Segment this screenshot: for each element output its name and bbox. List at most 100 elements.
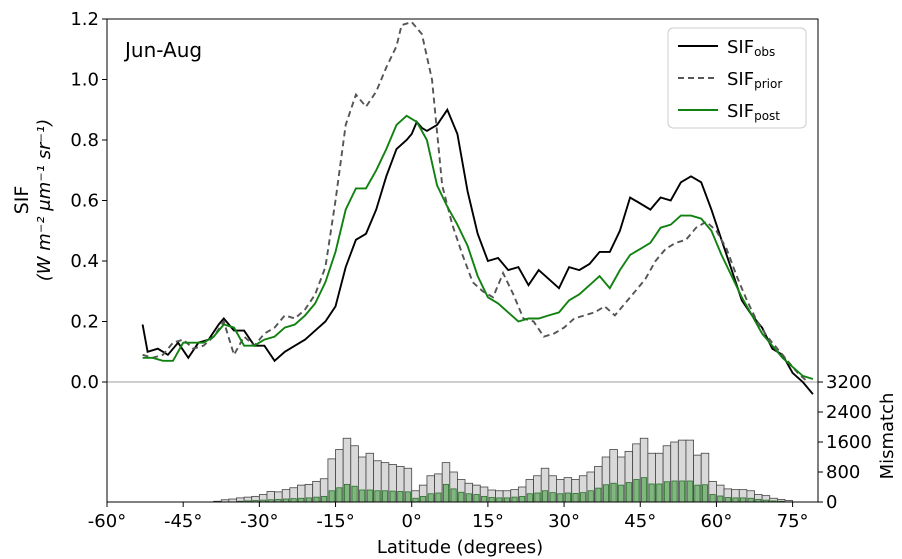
legend-box [667,27,807,129]
legend-entry-post: SIFpost [678,101,780,123]
mismatch-tick-label: 3200 [826,372,872,393]
x-tick-label: 45° [624,511,656,532]
histogram-bar [732,497,739,503]
mismatch-tick-label: 0 [826,492,837,513]
histogram-bar [549,492,556,503]
histogram-bar [496,497,503,503]
histogram-bar [671,480,678,503]
season-annotation: Jun-Aug [123,38,202,62]
histogram-bar [321,495,328,503]
histogram-bar [313,496,320,503]
histogram-bar [679,480,686,503]
legend-sub-prior: prior [754,77,782,91]
histogram-bar [610,482,617,503]
mismatch-tick-label: 2400 [826,402,872,423]
legend-entry-obs: SIFobs [678,37,775,59]
x-tick-label: 30° [548,511,580,532]
y-axis-label-line2: (W m⁻² μm⁻¹ sr⁻¹) [34,119,55,281]
legend-sub-post: post [754,109,780,123]
histogram-bar [526,493,533,503]
histogram-bar [587,490,594,503]
y-tick-label: 1.0 [70,70,99,91]
histogram-bar [717,495,724,503]
plot-area [106,18,819,503]
histogram-bar [542,490,549,503]
histogram-bar [442,483,450,503]
legend-label-post: SIF [727,101,754,122]
histogram-bar [473,494,480,503]
histogram-bar [336,487,343,503]
mismatch-histogram-gray [213,437,794,503]
y-tick-label: 0.0 [70,372,99,393]
histogram-bar [564,492,571,503]
legend-entry-prior: SIFprior [678,69,782,91]
y-axis-label-line1: SIF [11,186,33,215]
svg-text:SIFprior: SIFprior [727,69,782,91]
histogram-bar [511,496,518,503]
histogram-bar [694,484,701,503]
histogram-bar [305,497,312,503]
histogram-bar [298,497,305,503]
histogram-bar [366,489,373,503]
histogram-bar [389,490,396,503]
svg-text:SIFobs: SIFobs [727,37,775,59]
histogram-bar [572,492,579,503]
histogram-bar [328,490,335,503]
y-tick-label: 1.2 [70,9,99,30]
mismatch-tick-label: 800 [826,462,860,483]
histogram-bar [625,482,632,503]
x-tick-label: 15° [472,511,504,532]
right-axis-label: Mismatch [877,393,898,480]
histogram-bar [412,497,419,503]
x-tick-label: -45° [164,511,202,532]
left-axis-ticks: 0.0 0.2 0.4 0.6 0.8 1.0 1.2 [70,9,107,393]
histogram-bar [709,494,716,503]
histogram-bar [724,497,731,503]
histogram-bar [580,492,587,503]
histogram-bar [290,498,297,503]
histogram-bar [458,491,465,503]
histogram-bar [740,497,747,503]
histogram-bar [701,484,709,503]
histogram-bar [397,491,404,503]
histogram-bar [747,497,754,503]
histogram-bar [427,493,434,503]
histogram-bar [465,493,472,503]
histogram-bar [343,483,350,503]
svg-text:SIFpost: SIFpost [727,101,780,123]
histogram-bar [374,490,381,503]
histogram-bar [435,492,442,503]
histogram-bar [557,493,564,503]
x-tick-label: 75° [777,511,809,532]
histogram-bar [686,480,693,503]
histogram-bar [404,491,411,503]
histogram-bar [633,479,640,503]
x-axis-label: Latitude (degrees) [377,537,543,558]
legend-label-prior: SIF [727,69,754,90]
x-tick-label: -30° [240,511,278,532]
histogram-bar [382,490,389,503]
histogram-bar [656,483,663,503]
histogram-bar [481,495,488,503]
right-axis-ticks: 0 800 1600 2400 3200 [818,372,872,513]
y-tick-label: 0.4 [70,251,99,272]
x-tick-label: 0° [401,511,421,532]
histogram-bar [519,495,526,503]
histogram-bar [351,485,358,503]
series-line-post [142,114,814,380]
x-axis-ticks: -60° -45° -30° -15° 0° 15° 30° 45° 60° 75° [88,502,809,532]
legend-label-obs: SIF [727,37,754,58]
histogram-bar [503,497,510,503]
histogram-bar [450,488,457,503]
mismatch-histogram-green [237,477,785,503]
y-tick-label: 0.8 [70,130,99,151]
histogram-bar [595,487,602,503]
histogram-bar [534,492,541,503]
histogram-bar [602,484,609,503]
legend: SIFobs SIFprior SIFpost [667,27,807,129]
histogram-bar [648,483,655,503]
histogram-bar [359,489,366,503]
mismatch-tick-label: 1600 [826,432,872,453]
x-tick-label: -60° [88,511,126,532]
